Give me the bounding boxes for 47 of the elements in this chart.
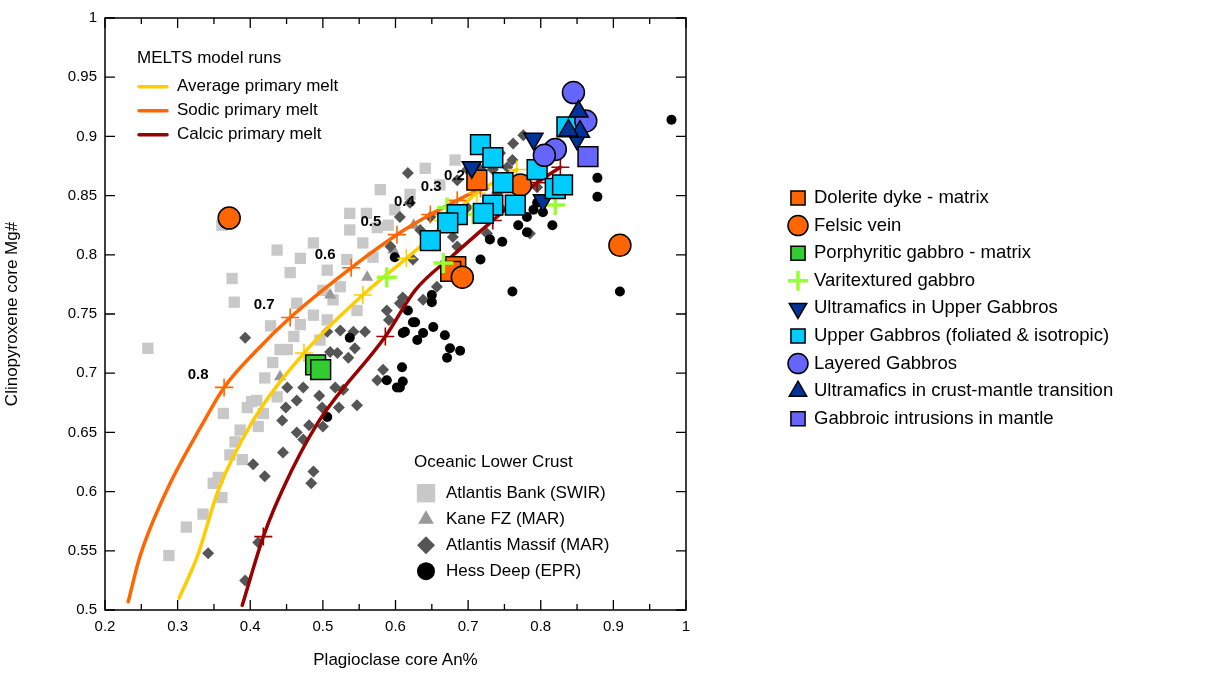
legend-label: Average primary melt	[177, 76, 339, 96]
legend-label: Ultramafics in crust-mantle transition	[814, 379, 1114, 401]
legend-label: Atlantis Massif (MAR)	[446, 534, 610, 554]
x-tick-label: 1	[681, 617, 691, 635]
annotation: 0.4	[393, 191, 416, 209]
legend-label: Hess Deep (EPR)	[446, 560, 582, 580]
x-tick-label: 0.3	[167, 617, 189, 635]
y-tick-label: 0.85	[67, 185, 97, 203]
legend-label: Gabbroic intrusions in mantle	[814, 406, 1054, 428]
legend-label: Varitextured gabbro	[814, 268, 976, 290]
legend-label: Felsic vein	[814, 213, 902, 235]
y-tick-label: 0.6	[76, 481, 97, 499]
annotation: 0.6	[314, 244, 336, 262]
x-tick-label: 0.8	[530, 617, 552, 635]
legend-label: Ultramafics in Upper Gabbros	[814, 296, 1058, 318]
y-tick-label: 0.7	[76, 363, 97, 381]
legend-label: Kane FZ (MAR)	[446, 508, 566, 528]
legend-label: Sodic primary melt	[177, 100, 319, 120]
annotation: 0.3	[420, 177, 442, 195]
legend-label: Dolerite dyke - matrix	[814, 186, 990, 208]
y-tick-label: 0.75	[67, 304, 97, 322]
annotation: 0.8	[187, 364, 209, 382]
y-tick-label: 0.65	[67, 422, 97, 440]
x-tick-label: 0.7	[457, 617, 479, 635]
x-tick-label: 0.6	[385, 617, 406, 635]
text: Oceanic Lower Crust	[414, 451, 573, 471]
y-axis-title: Clinopyroxene core Mg#	[1, 221, 21, 407]
annotation: 0.7	[253, 294, 275, 312]
y-tick-label: 0.55	[67, 540, 97, 558]
y-tick-label: 0.95	[67, 67, 97, 85]
legend-label: Porphyritic gabbro - matrix	[814, 241, 1032, 263]
legend-label: Atlantis Bank (SWIR)	[446, 482, 606, 502]
x-tick-label: 0.9	[602, 617, 624, 635]
y-tick-label: 0.5	[76, 600, 97, 618]
annotation: 0.5	[360, 211, 382, 229]
text: MELTS model runs	[137, 47, 282, 67]
annotation: 0.2	[444, 165, 465, 183]
legend-label: Upper Gabbros (foliated & isotropic)	[814, 324, 1110, 346]
y-tick-label: 0.8	[76, 244, 97, 262]
x-tick-label: 0.2	[94, 617, 116, 635]
legend-label: Calcic primary melt	[177, 124, 322, 144]
x-axis-title: Plagioclase core An%	[313, 650, 478, 670]
y-tick-label: 1	[88, 8, 97, 26]
x-tick-label: 0.4	[239, 617, 261, 635]
legend-label: Layered Gabbros	[814, 351, 957, 373]
x-tick-label: 0.5	[312, 617, 334, 635]
y-tick-label: 0.9	[76, 126, 97, 144]
